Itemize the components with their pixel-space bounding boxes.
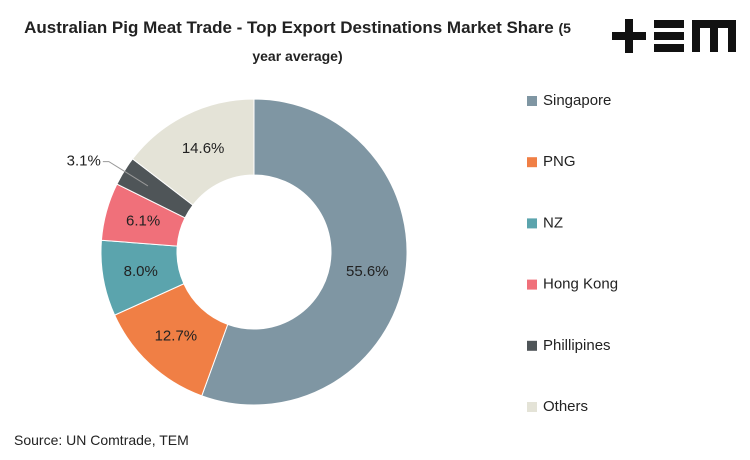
leader-line: [102, 161, 149, 187]
chart-title: Australian Pig Meat Trade - Top Export D…: [10, 14, 585, 70]
legend-label: Others: [543, 398, 588, 415]
title: Australian Pig Meat Trade - Top Export D…: [24, 18, 554, 37]
subtitle: (5 year average): [252, 20, 571, 64]
legend-swatch: [527, 96, 537, 106]
legend-label: Singapore: [543, 92, 611, 109]
data-label: 8.0%: [124, 263, 158, 280]
data-label: 12.7%: [155, 327, 198, 344]
data-label: 3.1%: [67, 153, 101, 170]
legend-swatch: [527, 218, 537, 229]
data-label: 6.1%: [126, 212, 160, 229]
donut-slice: [131, 98, 255, 206]
legend-swatch: [527, 402, 537, 412]
logo: [612, 19, 736, 53]
legend-swatch: [527, 340, 537, 351]
legend-label: Phillipines: [543, 337, 611, 354]
donut-slice: [201, 98, 408, 406]
legend-label: Hong Kong: [543, 276, 618, 293]
data-label: 55.6%: [346, 263, 389, 280]
source: Source: UN Comtrade, TEM: [14, 432, 189, 448]
legend-label: NZ: [543, 214, 563, 231]
legend-swatch: [527, 279, 537, 290]
data-label: 14.6%: [182, 140, 225, 157]
legend-swatch: [527, 157, 537, 168]
legend-label: PNG: [543, 153, 576, 170]
